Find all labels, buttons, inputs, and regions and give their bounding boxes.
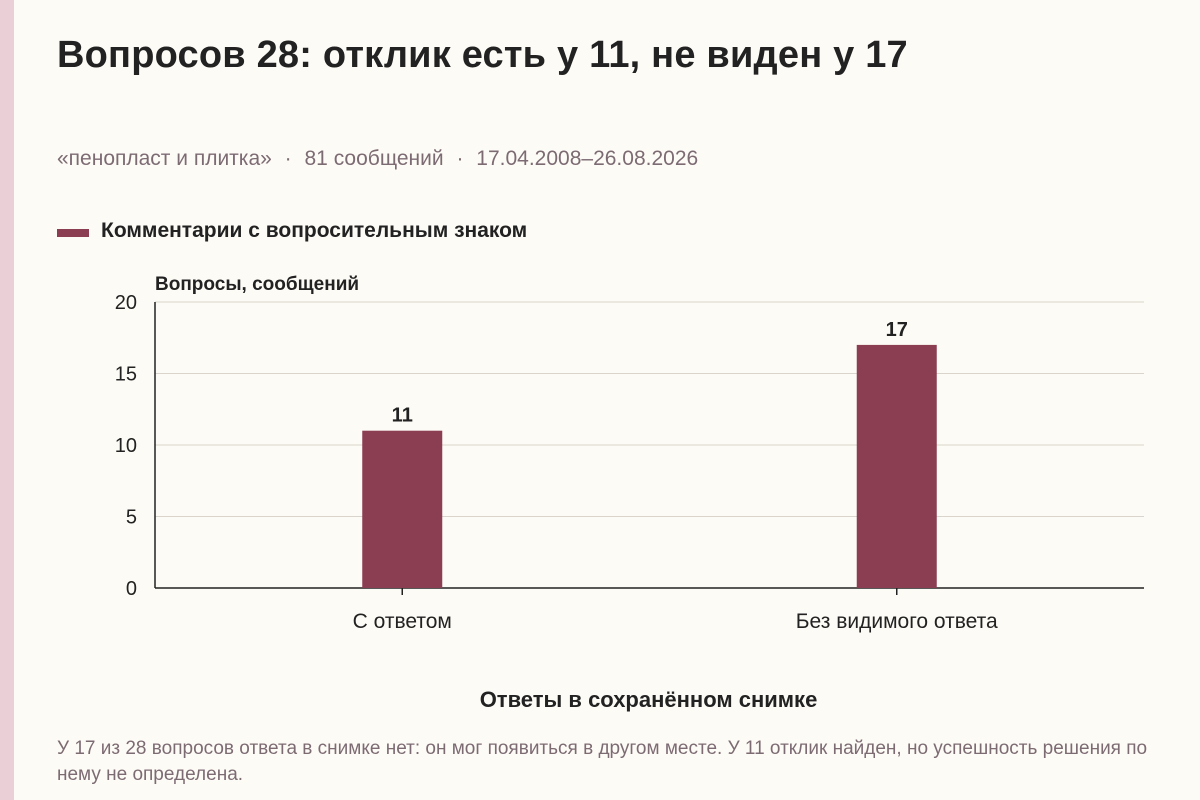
y-tick-label: 5: [126, 507, 137, 529]
y-tick-label: 20: [115, 292, 137, 314]
bar-with-answer: [362, 430, 443, 588]
y-tick-label: 0: [126, 578, 137, 600]
subtitle-separator: ·: [284, 147, 292, 170]
bar-data-label: 11: [392, 405, 413, 427]
y-tick-label: 10: [115, 435, 137, 457]
y-tick-label: 15: [115, 364, 137, 386]
subtitle-message-count: 81 сообщений: [304, 147, 444, 170]
left-accent-rule: [0, 0, 14, 800]
chart-caption: У 17 из 28 вопросов ответа в снимке нет:…: [57, 738, 1148, 785]
x-axis-title: Ответы в сохранённом снимке: [479, 687, 818, 712]
legend-label: Комментарии с вопросительным знаком: [101, 219, 528, 242]
chart-legend: Комментарии с вопросительным знаком: [57, 219, 527, 243]
subtitle-separator: ·: [456, 147, 464, 170]
x-tick-label: С ответом: [353, 610, 452, 633]
chart-title: Вопросов 28: отклик есть у 11, не виден …: [57, 34, 908, 76]
subtitle-date-range: 17.04.2008–26.08.2026: [476, 147, 699, 170]
chart-subtitle: «пенопласт и плитка» · 81 сообщений · 17…: [57, 147, 698, 171]
x-tick-label: Без видимого ответа: [796, 610, 998, 633]
legend-swatch: [57, 229, 89, 237]
bar-data-label: 17: [886, 319, 908, 341]
subtitle-topic: «пенопласт и плитка»: [57, 147, 272, 170]
y-axis-label: Вопросы, сообщений: [155, 274, 360, 295]
bar-without-answer: [856, 344, 937, 588]
